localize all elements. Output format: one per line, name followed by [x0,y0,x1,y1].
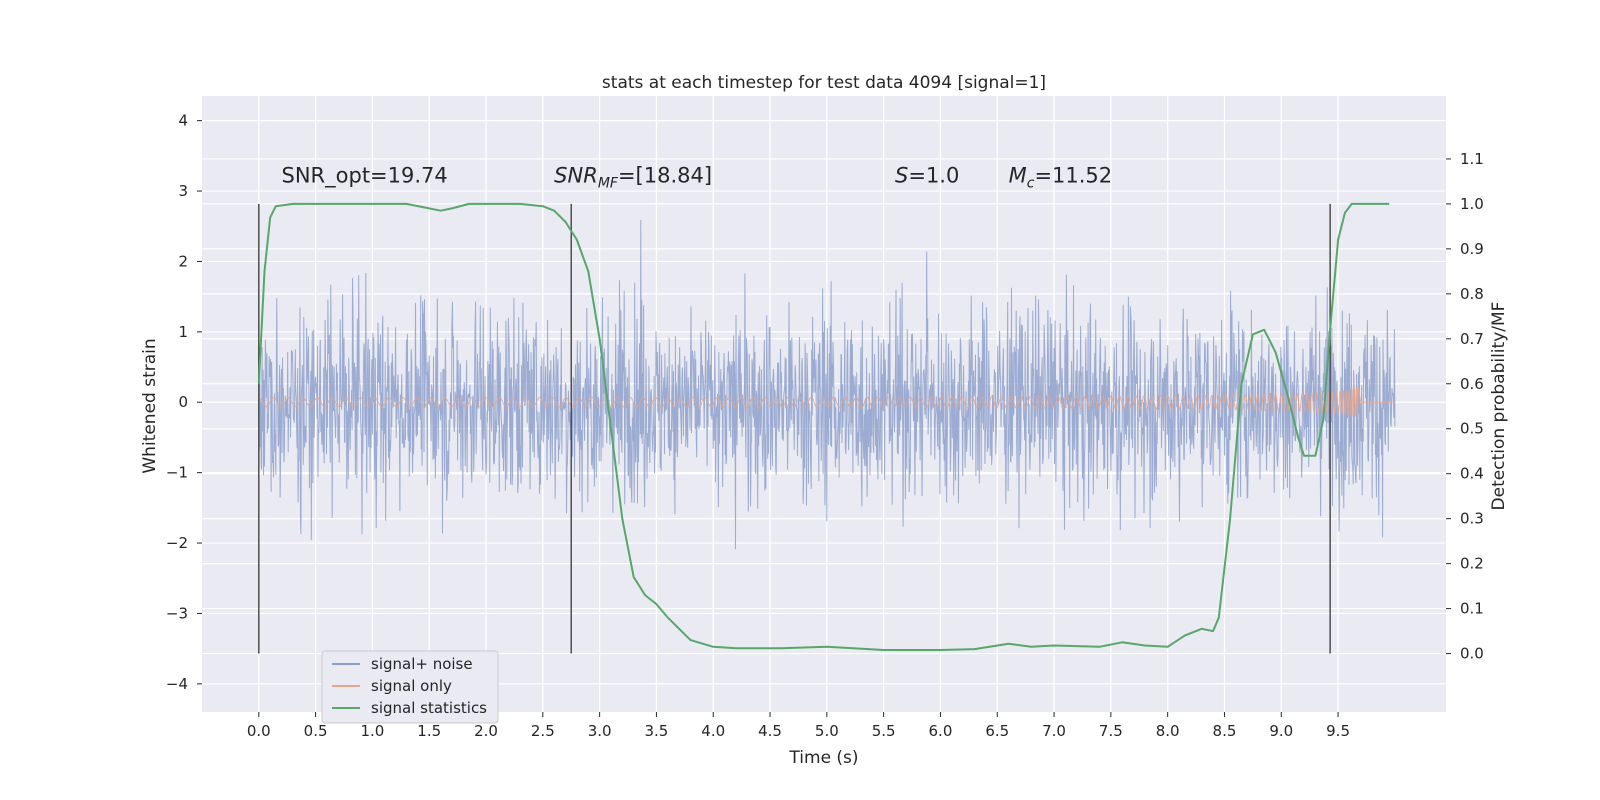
x-tick-label: 8.0 [1156,722,1180,740]
y-tick-label: −1 [166,464,188,482]
y2-tick-label: 0.1 [1460,600,1484,618]
y2-tick-label: 1.1 [1460,150,1484,168]
legend-item-signal-only[interactable]: signal only [332,677,452,695]
y-tick-label: 0 [178,393,188,411]
y2-tick-label: 0.7 [1460,330,1484,348]
x-tick-label: 6.5 [985,722,1009,740]
x-tick-label: 5.0 [815,722,839,740]
x-tick-label: 3.0 [588,722,612,740]
y2-tick-label: 0.8 [1460,285,1484,303]
x-tick-label: 4.0 [701,722,725,740]
y-tick-label: 1 [178,323,188,341]
legend-label-signal-statistics: signal statistics [371,699,487,717]
legend-box [321,650,499,724]
x-tick-label: 0.5 [304,722,328,740]
annotation-snr-mf: SNRMF=[18.84] [554,164,712,192]
y2-tick-label: 0.2 [1460,555,1484,573]
y-tick-label: −2 [166,534,188,552]
x-tick-label: 7.5 [1099,722,1123,740]
y-tick-label: 3 [178,182,188,200]
annotation-mc-value: Mc=11.52 [1009,164,1113,192]
x-tick-label: 2.0 [474,722,498,740]
x-tick-label: 9.0 [1269,722,1293,740]
x-tick-label: 7.0 [1042,722,1066,740]
x-tick-label: 1.5 [417,722,441,740]
y2-tick-label: 0.6 [1460,375,1484,393]
x-axis-label: Time (s) [788,748,858,768]
x-tick-label: 5.5 [872,722,896,740]
annotation-s-value: S=1.0 [895,164,959,188]
legend-label-signal-only: signal only [371,677,452,695]
legend[interactable]: signal+ noise signal only signal statist… [321,650,499,724]
y2-axis-label: Detection probability/MF [1489,302,1509,511]
annotation-snr-opt: SNR_opt=19.74 [282,164,448,189]
axes: 0.0 0.5 1.0 1.5 2.0 2.5 3.0 3.5 4.0 4.5 5.0 5.5 6.0 6… [166,112,1484,740]
y-tick-label: −3 [166,604,188,622]
legend-item-signal-statistics[interactable]: signal statistics [332,699,487,717]
y-axis-label: Whitened strain [140,338,160,473]
x-tick-label: 2.5 [531,722,555,740]
y2-tick-label: 0.4 [1460,465,1484,483]
x-tick-label: 6.0 [929,722,953,740]
y2-tick-label: 0.5 [1460,420,1484,438]
y-tick-label: 4 [178,112,188,130]
series-signal-noise-line [258,220,1396,550]
x-tick-label: 9.5 [1326,722,1350,740]
y2-tick-label: 0.3 [1460,510,1484,528]
y2-tick-label: 0.0 [1460,645,1484,663]
x-tick-label: 1.0 [360,722,384,740]
x-tick-label: 3.5 [644,722,668,740]
x-tick-label: 4.5 [758,722,782,740]
y2-tick-label: 1.0 [1460,195,1484,213]
x-tick-label: 0.0 [247,722,271,740]
plot-area [257,202,1396,654]
legend-item-signal-noise[interactable]: signal+ noise [332,655,473,673]
series-signal-statistics-line [257,202,1390,651]
y2-tick-label: 0.9 [1460,240,1484,258]
series-signal-only-line [258,386,1395,420]
x-tick-label: 8.5 [1213,722,1237,740]
legend-label-signal-noise: signal+ noise [371,655,473,673]
chart-title: stats at each timestep for test data 409… [602,73,1046,93]
annotations: SNR_opt=19.74 SNRMF=[18.84] S=1.0 Mc=11.52 [282,164,1113,192]
y-tick-label: −4 [166,675,188,693]
y-tick-label: 2 [178,252,188,270]
